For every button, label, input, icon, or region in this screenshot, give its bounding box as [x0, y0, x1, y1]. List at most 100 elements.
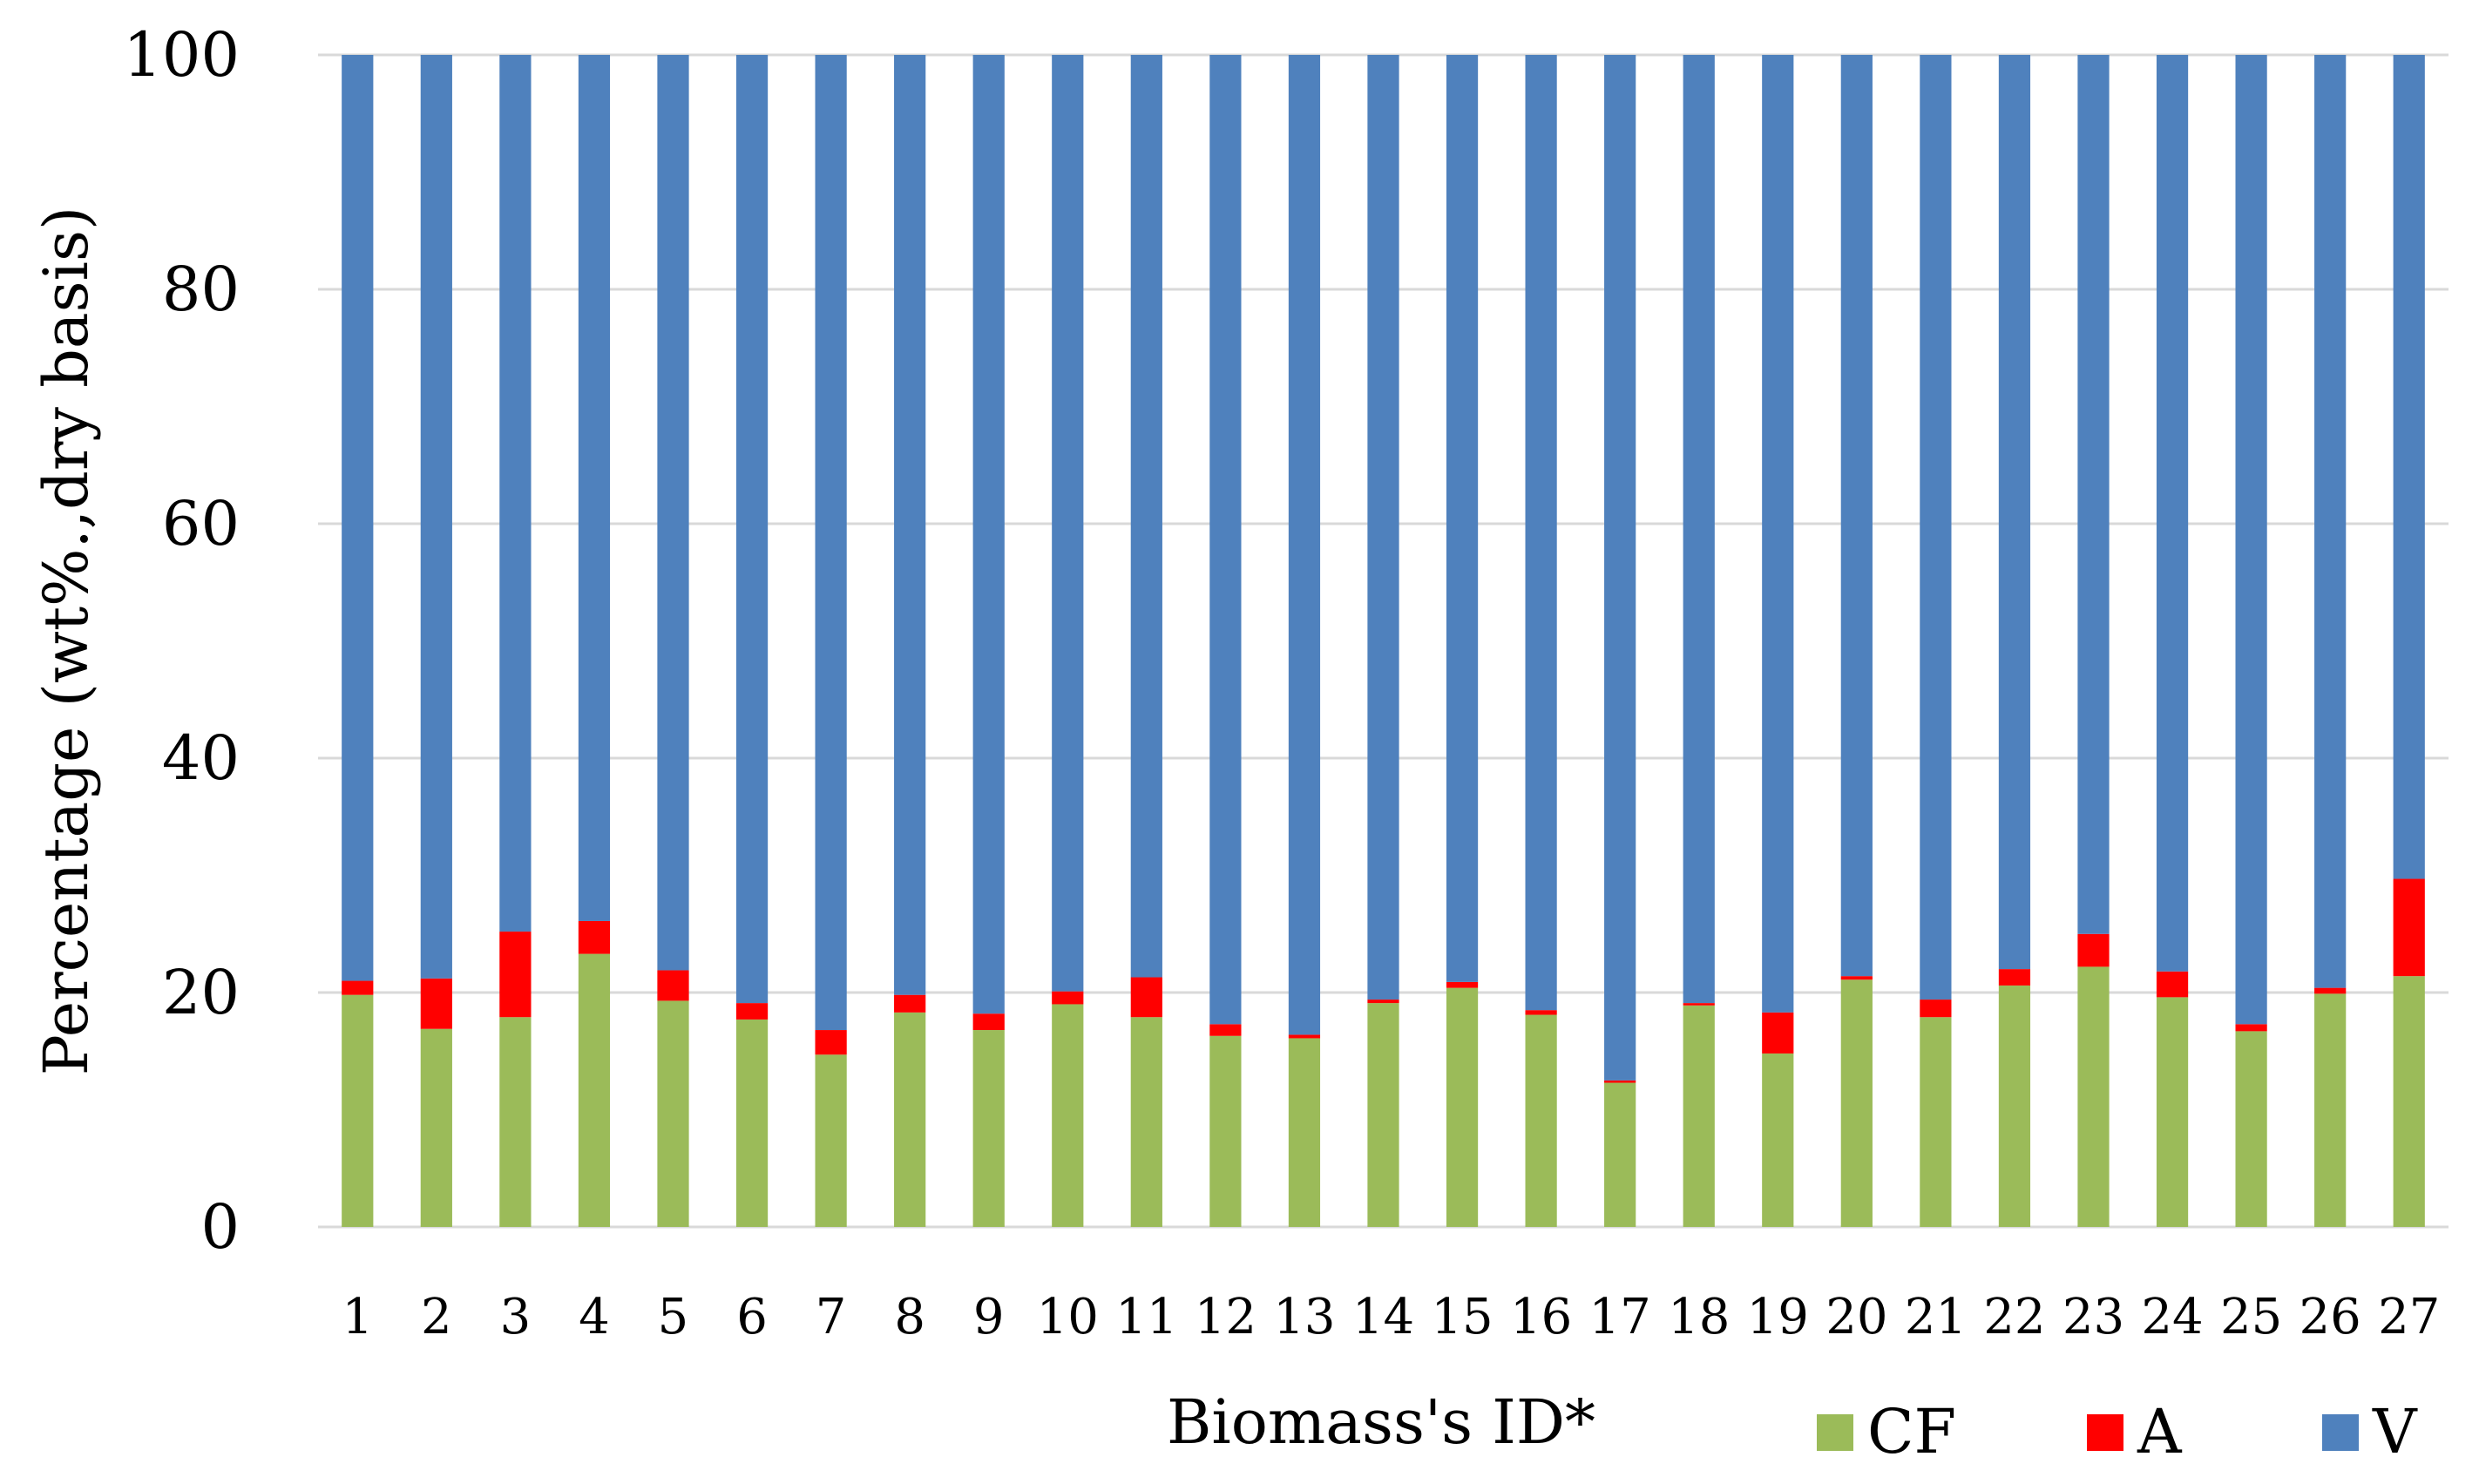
- y-tick-label: 20: [162, 957, 240, 1028]
- y-tick-label: 100: [123, 19, 240, 91]
- bar-a-13: [1288, 1034, 1321, 1039]
- x-tick-label: 7: [816, 1289, 847, 1345]
- bar-v-15: [1446, 55, 1479, 982]
- bar-a-4: [578, 920, 611, 954]
- bar-v-24: [2156, 55, 2189, 972]
- bar-v-16: [1525, 55, 1557, 1011]
- bar-cf-22: [1998, 985, 2031, 1227]
- bar-v-7: [815, 55, 847, 1031]
- bar-a-9: [972, 1013, 1005, 1031]
- bar-v-1: [342, 55, 374, 981]
- y-tick-label: 80: [162, 254, 240, 325]
- x-tick-label: 5: [658, 1289, 689, 1345]
- x-tick-label: 6: [736, 1289, 768, 1345]
- bar-v-21: [1920, 55, 1952, 1000]
- x-tick-label: 27: [2378, 1289, 2440, 1345]
- bar-a-21: [1920, 999, 1952, 1018]
- bar-a-12: [1209, 1024, 1242, 1036]
- bar-v-25: [2235, 55, 2267, 1025]
- bar-cf-21: [1920, 1017, 1952, 1227]
- bar-v-20: [1840, 55, 1873, 977]
- x-tick-label: 17: [1589, 1289, 1651, 1345]
- x-tick-label: 14: [1352, 1289, 1414, 1345]
- bars: [342, 55, 2425, 1227]
- y-tick-label: 0: [200, 1191, 240, 1263]
- x-tick-label: 23: [2062, 1289, 2124, 1345]
- legend-swatch-cf: [1817, 1414, 1853, 1451]
- bar-v-6: [735, 55, 769, 1004]
- x-tick-label: 12: [1195, 1289, 1256, 1345]
- bar-v-3: [499, 55, 532, 932]
- x-tick-label: 10: [1037, 1289, 1099, 1345]
- bar-cf-16: [1525, 1014, 1557, 1227]
- x-tick-label: 21: [1905, 1289, 1967, 1345]
- bar-a-6: [735, 1003, 769, 1020]
- bar-v-27: [2393, 55, 2425, 879]
- bar-cf-11: [1130, 1017, 1162, 1227]
- bar-v-19: [1762, 55, 1794, 1013]
- x-tick-label: 25: [2220, 1289, 2282, 1345]
- bar-a-3: [499, 932, 532, 1018]
- bar-v-9: [972, 55, 1005, 1014]
- bar-cf-24: [2156, 997, 2189, 1227]
- y-tick-labels: 0 20 40 60 80 100: [123, 19, 240, 1263]
- x-tick-label: 24: [2141, 1289, 2203, 1345]
- bar-v-26: [2314, 55, 2347, 988]
- bar-cf-26: [2314, 993, 2347, 1227]
- x-tick-label: 13: [1273, 1289, 1335, 1345]
- bar-cf-23: [2077, 966, 2110, 1227]
- bar-cf-12: [1209, 1035, 1242, 1227]
- x-tick-label: 2: [421, 1289, 452, 1345]
- bar-a-16: [1525, 1010, 1557, 1015]
- bar-a-22: [1998, 969, 2031, 986]
- bar-cf-18: [1683, 1005, 1715, 1227]
- bar-v-2: [420, 55, 452, 979]
- x-tick-label: 19: [1747, 1289, 1809, 1345]
- bar-cf-1: [342, 994, 374, 1227]
- bar-v-10: [1052, 55, 1084, 992]
- bar-a-15: [1446, 981, 1479, 988]
- bar-cf-10: [1052, 1004, 1084, 1227]
- bar-a-2: [420, 978, 452, 1029]
- x-tick-label: 11: [1115, 1289, 1177, 1345]
- bar-cf-3: [499, 1017, 532, 1227]
- bar-a-10: [1052, 991, 1084, 1005]
- bar-a-5: [657, 970, 689, 1001]
- bar-a-23: [2077, 933, 2110, 967]
- legend: CF A V: [1817, 1396, 2418, 1467]
- bar-v-17: [1604, 55, 1636, 1081]
- y-tick-label: 40: [162, 722, 240, 794]
- bar-cf-4: [578, 953, 611, 1227]
- bar-cf-27: [2393, 976, 2425, 1227]
- bar-a-8: [894, 994, 926, 1013]
- bar-v-11: [1130, 55, 1162, 978]
- bar-a-1: [342, 980, 374, 995]
- bar-a-18: [1683, 1003, 1715, 1006]
- x-tick-label: 18: [1668, 1289, 1730, 1345]
- x-tick-labels: 1 2 3 4 5 6 7 8 9 10 11 12 13 14 15 16 17 18 19 20 21 22 23 24 2…: [342, 1289, 2440, 1345]
- bar-a-14: [1367, 999, 1399, 1004]
- bar-v-23: [2077, 55, 2110, 934]
- bar-v-4: [578, 55, 611, 921]
- bar-cf-6: [735, 1019, 769, 1227]
- legend-label-a: A: [2137, 1396, 2183, 1467]
- bar-a-25: [2235, 1024, 2267, 1032]
- bar-cf-9: [972, 1030, 1005, 1227]
- bar-a-20: [1840, 976, 1873, 980]
- legend-label-v: V: [2372, 1396, 2418, 1467]
- x-tick-label: 16: [1510, 1289, 1572, 1345]
- y-axis-title: Percentage (wt%.,dry basis): [30, 207, 102, 1075]
- legend-swatch-v: [2322, 1414, 2359, 1451]
- bar-cf-2: [420, 1028, 452, 1227]
- bar-cf-14: [1367, 1003, 1399, 1227]
- x-tick-label: 4: [579, 1289, 610, 1345]
- bar-v-5: [657, 55, 689, 971]
- x-tick-label: 1: [342, 1289, 373, 1345]
- legend-swatch-a: [2087, 1414, 2123, 1451]
- bar-cf-15: [1446, 987, 1479, 1227]
- bar-cf-19: [1762, 1053, 1794, 1227]
- bar-a-24: [2156, 971, 2189, 998]
- x-tick-label: 20: [1825, 1289, 1887, 1345]
- bar-a-26: [2314, 987, 2347, 994]
